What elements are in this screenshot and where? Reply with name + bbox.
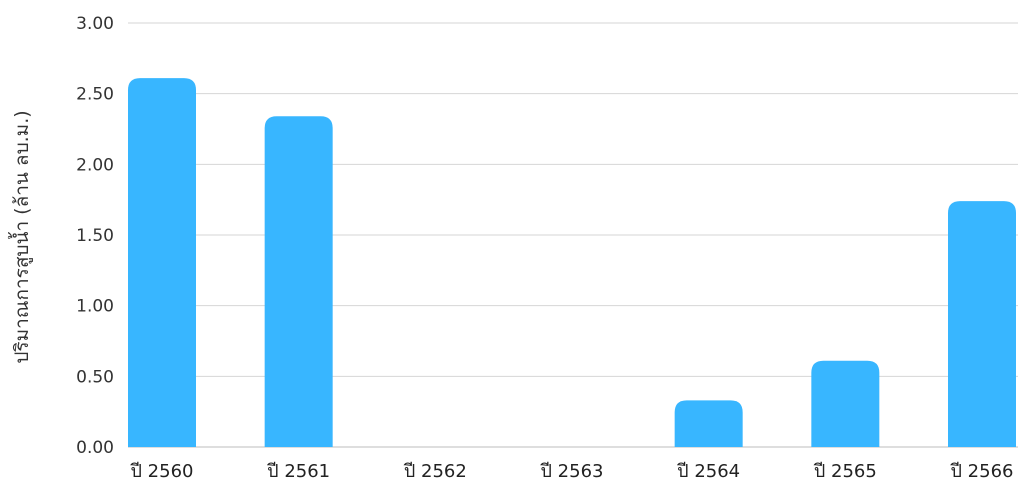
y-tick-label: 1.00 [76,297,114,317]
y-tick-label: 3.00 [76,14,114,34]
y-tick-label: 2.50 [76,85,114,105]
y-axis-label: ปริมาณการสูบน้ำ (ล้าน ลบ.ม.) [8,110,33,363]
x-tick-label: ปี 2565 [814,461,877,482]
bar [128,78,196,448]
bars [128,78,1016,448]
y-tick-label: 1.50 [76,226,114,246]
x-tick-label: ปี 2560 [130,461,193,482]
x-tick-label: ปี 2562 [404,461,467,482]
y-tick-label: 0.00 [76,438,114,458]
y-tick-label: 2.00 [76,155,114,175]
gridlines [128,22,1018,448]
x-axis-ticks: ปี 2560 ปี 2561 ปี 2562 ปี 2563 ปี 2564 ปี 25… [130,461,1013,482]
x-tick-label: ปี 2564 [677,461,740,482]
bar [674,400,743,447]
x-tick-label: ปี 2561 [267,461,330,482]
bar [264,116,333,447]
bar [811,360,880,447]
y-tick-label: 0.50 [76,367,114,387]
x-tick-label: ปี 2563 [540,461,603,482]
x-tick-label: ปี 2566 [950,461,1013,482]
bar [948,201,1016,447]
y-axis-ticks: 0.00 0.50 1.00 1.50 2.00 2.50 3.00 [76,14,114,458]
